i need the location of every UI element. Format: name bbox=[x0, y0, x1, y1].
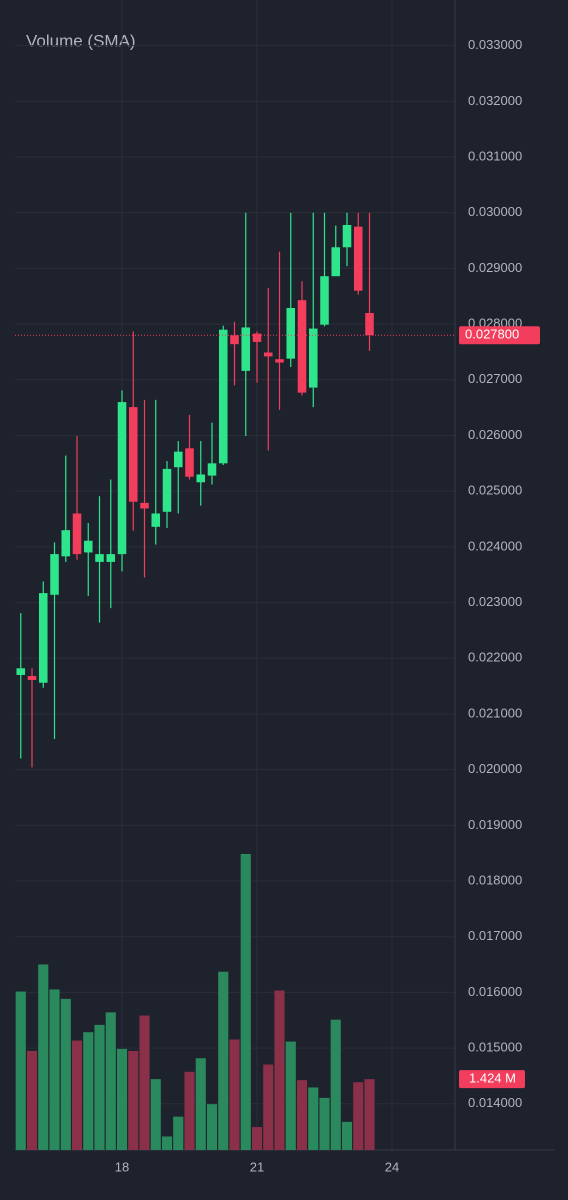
candle-body bbox=[61, 530, 71, 557]
volume-bar bbox=[139, 1015, 150, 1150]
volume-bar bbox=[94, 1024, 105, 1150]
y-tick-label: 0.018000 bbox=[468, 872, 522, 887]
candle-body bbox=[297, 300, 307, 393]
volume-bar bbox=[71, 1040, 83, 1150]
chart-title: Volume (SMA) bbox=[26, 31, 136, 50]
y-tick-label: 0.022000 bbox=[468, 650, 522, 665]
x-tick-label: 24 bbox=[385, 1159, 399, 1174]
y-tick-label: 0.024000 bbox=[468, 538, 522, 553]
candle-body bbox=[50, 554, 59, 595]
volume-bar bbox=[161, 1136, 173, 1150]
y-tick-label: 0.033000 bbox=[468, 37, 522, 52]
y-tick-label: 0.030000 bbox=[468, 204, 522, 219]
last-price-box bbox=[459, 326, 540, 345]
volume-bar bbox=[150, 1079, 161, 1150]
volume-bar bbox=[274, 990, 285, 1150]
volume-bar bbox=[173, 1116, 184, 1150]
last-volume-box bbox=[459, 1070, 525, 1089]
candle-body bbox=[151, 513, 161, 527]
candle-body bbox=[72, 513, 82, 555]
candle-body bbox=[173, 451, 183, 468]
candle-body bbox=[308, 328, 318, 388]
candle-body bbox=[95, 554, 104, 562]
volume-bar bbox=[184, 1071, 195, 1150]
candle-body bbox=[365, 312, 374, 336]
x-tick-label: 18 bbox=[115, 1159, 129, 1174]
volume-bar bbox=[49, 989, 60, 1150]
volume-bar bbox=[38, 964, 49, 1150]
candle-body bbox=[342, 224, 352, 248]
candle-body bbox=[286, 307, 296, 359]
y-tick-label: 0.031000 bbox=[468, 148, 522, 163]
candle-body bbox=[230, 335, 239, 345]
last-price-label: 0.027800 bbox=[465, 327, 519, 342]
y-tick-label: 0.029000 bbox=[468, 260, 522, 275]
candle-body bbox=[140, 502, 149, 509]
candle-body bbox=[353, 226, 363, 291]
y-tick-label: 0.025000 bbox=[468, 483, 522, 498]
y-tick-label: 0.019000 bbox=[468, 817, 522, 832]
volume-bar bbox=[128, 1050, 139, 1150]
y-tick-label: 0.026000 bbox=[468, 427, 522, 442]
candle-body bbox=[16, 668, 26, 675]
volume-bar bbox=[240, 853, 251, 1150]
y-tick-label: 0.023000 bbox=[468, 594, 522, 609]
volume-bar bbox=[251, 1127, 263, 1150]
y-tick-label: 0.016000 bbox=[468, 984, 522, 999]
x-tick-label: 21 bbox=[250, 1159, 264, 1174]
y-tick-label: 0.027000 bbox=[468, 371, 522, 386]
volume-bar bbox=[330, 1019, 341, 1150]
volume-bar bbox=[296, 1080, 308, 1150]
last-volume-label: 1.424 M bbox=[469, 1071, 516, 1086]
volume-bar bbox=[218, 971, 229, 1150]
y-tick-label: 0.014000 bbox=[468, 1095, 522, 1110]
volume-bar bbox=[195, 1058, 206, 1150]
volume-bar bbox=[319, 1097, 330, 1150]
y-tick-label: 0.032000 bbox=[468, 93, 522, 108]
candle-body bbox=[241, 327, 251, 371]
y-tick-label: 0.015000 bbox=[468, 1040, 522, 1055]
candle-body bbox=[38, 593, 48, 683]
y-tick-label: 0.017000 bbox=[468, 928, 522, 943]
candle-body bbox=[27, 676, 37, 680]
volume-bar bbox=[206, 1104, 218, 1150]
candle-body bbox=[106, 554, 116, 562]
y-tick-label: 0.021000 bbox=[468, 705, 522, 720]
volume-bar bbox=[15, 991, 26, 1150]
candle-body bbox=[275, 359, 284, 363]
candle-body bbox=[196, 474, 206, 483]
volume-bar bbox=[60, 998, 71, 1150]
volume-bar bbox=[364, 1079, 375, 1150]
volume-bar bbox=[341, 1121, 353, 1150]
volume-bar bbox=[308, 1087, 319, 1150]
volume-bar bbox=[116, 1048, 128, 1150]
candle-body bbox=[252, 333, 262, 342]
y-tick-label: 0.020000 bbox=[468, 761, 522, 776]
volume-bar bbox=[229, 1039, 240, 1150]
candle-body bbox=[117, 402, 127, 555]
candle-body bbox=[162, 468, 172, 512]
volume-bar bbox=[263, 1064, 274, 1150]
candle-body bbox=[83, 540, 93, 553]
candle-body bbox=[263, 352, 273, 357]
volume-bar bbox=[26, 1050, 38, 1150]
candle-body bbox=[185, 448, 194, 477]
candle-body bbox=[320, 276, 329, 325]
volume-bar bbox=[105, 1012, 116, 1150]
candle-body bbox=[128, 407, 138, 502]
candle-body bbox=[331, 247, 341, 277]
volume-bar bbox=[83, 1032, 94, 1150]
candle-body bbox=[207, 463, 217, 476]
volume-bar bbox=[285, 1041, 296, 1150]
volume-bar bbox=[353, 1082, 364, 1150]
candle-body bbox=[218, 329, 228, 464]
